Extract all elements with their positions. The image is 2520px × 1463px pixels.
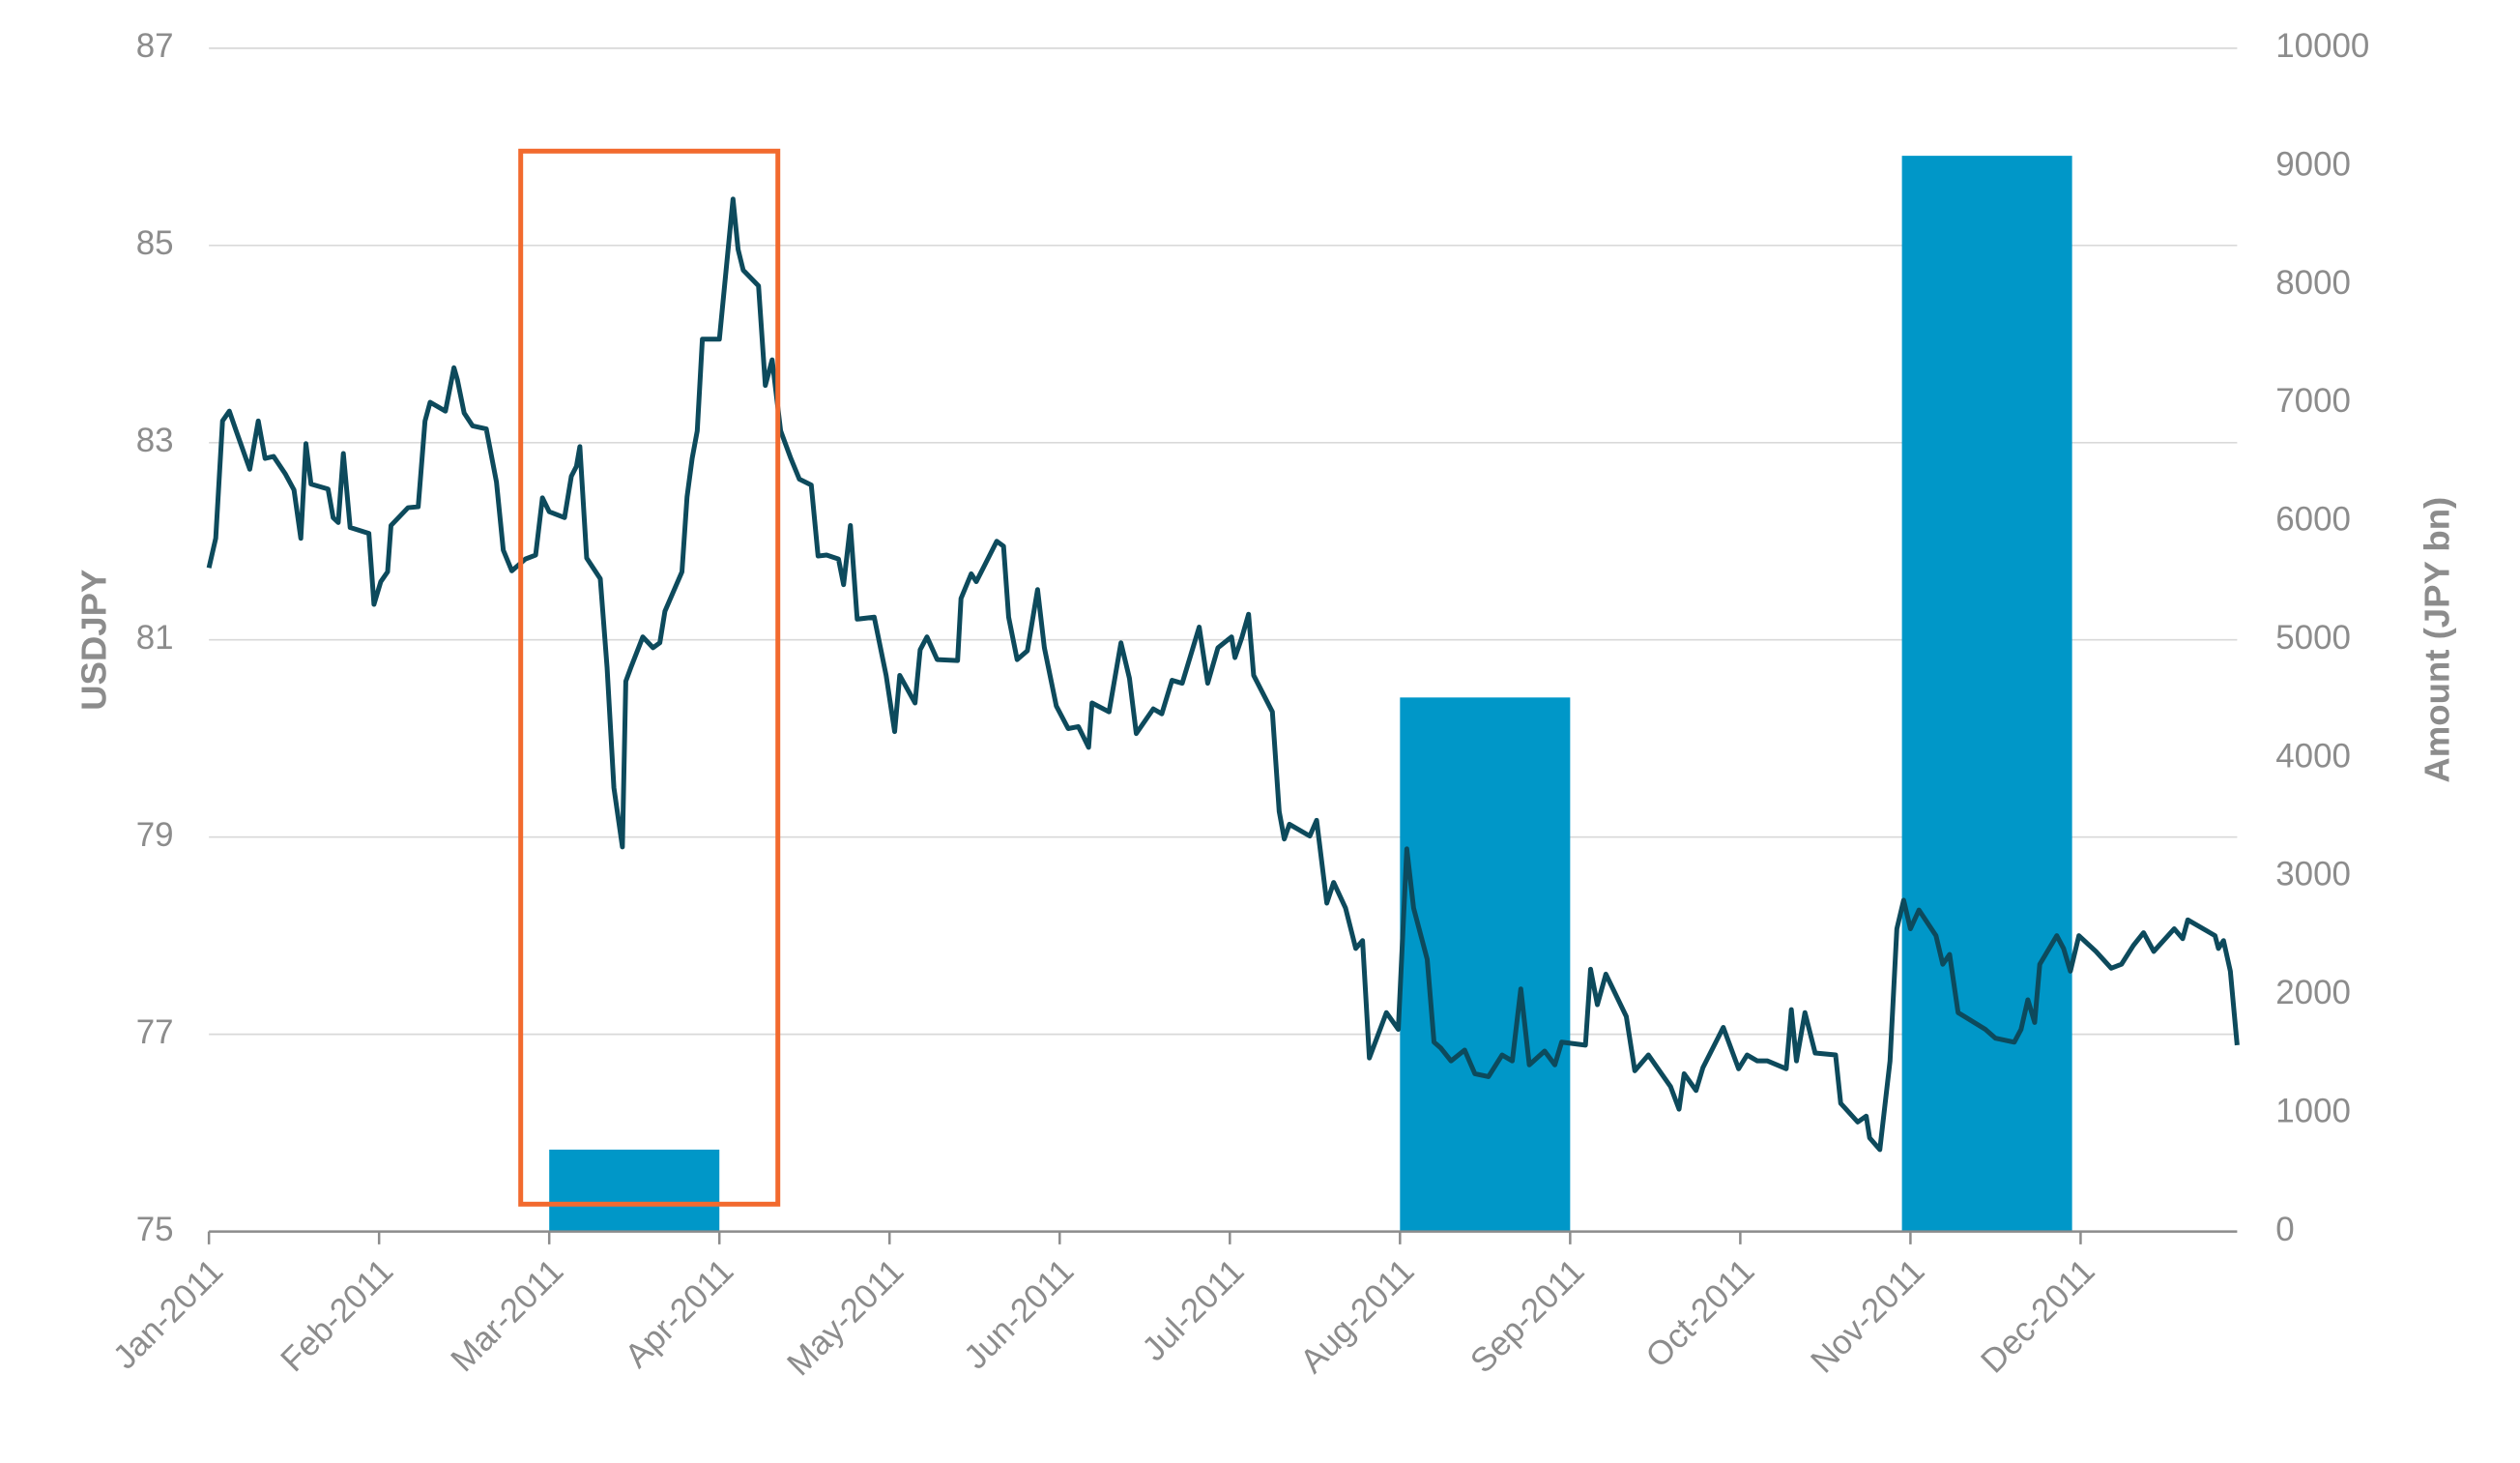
bar xyxy=(549,1149,720,1232)
x-tick-label: Feb-2011 xyxy=(274,1252,400,1379)
x-tick-label: Sep-2011 xyxy=(1463,1252,1592,1381)
y-tick-label: 81 xyxy=(136,619,174,657)
y-tick-label: 77 xyxy=(136,1013,174,1051)
marks xyxy=(206,156,2240,1232)
y2-tick-label: 7000 xyxy=(2275,382,2351,420)
x-tick-label: Mar-2011 xyxy=(444,1252,570,1379)
y2-tick-label: 9000 xyxy=(2275,145,2351,183)
y2-axis-title: Amount (JPY bn) xyxy=(2418,497,2457,783)
x-tick-label: May-2011 xyxy=(780,1252,912,1384)
y-tick-label: 75 xyxy=(136,1211,174,1248)
y2-tick-label: 5000 xyxy=(2275,619,2351,657)
grid xyxy=(209,47,2238,1233)
y2-tick-label: 1000 xyxy=(2275,1092,2351,1129)
x-tick-label: Jan-2011 xyxy=(106,1252,231,1377)
y2-tick-label: 3000 xyxy=(2275,856,2351,893)
y-tick-label: 83 xyxy=(136,422,174,459)
y2-tick-label: 10000 xyxy=(2275,27,2369,65)
x-tick-label: Aug-2011 xyxy=(1293,1252,1422,1381)
y-axis-title: USDJPY xyxy=(73,570,113,711)
x-tick-label: Apr-2011 xyxy=(618,1252,740,1375)
y-tick-label: 85 xyxy=(136,224,174,262)
y2-tick-label: 6000 xyxy=(2275,501,2351,539)
y-tick-label: 87 xyxy=(136,27,174,65)
bar xyxy=(1901,156,2072,1232)
x-tick-label: Jun-2011 xyxy=(957,1252,1082,1377)
x-tick-label: Oct-2011 xyxy=(1638,1252,1761,1375)
line xyxy=(206,196,2240,1153)
y2-tick-label: 4000 xyxy=(2275,737,2351,775)
x-tick-label: Jul-2011 xyxy=(1135,1252,1251,1368)
y-tick-label: 79 xyxy=(136,816,174,854)
y2-tick-label: 2000 xyxy=(2275,974,2351,1011)
highlight-box xyxy=(518,148,781,1207)
y2-tick-label: 0 xyxy=(2275,1211,2294,1248)
y2-tick-label: 8000 xyxy=(2275,264,2351,302)
x-tick-label: Dec-2011 xyxy=(1974,1252,2102,1381)
x-tick-label: Nov-2011 xyxy=(1804,1252,1932,1381)
